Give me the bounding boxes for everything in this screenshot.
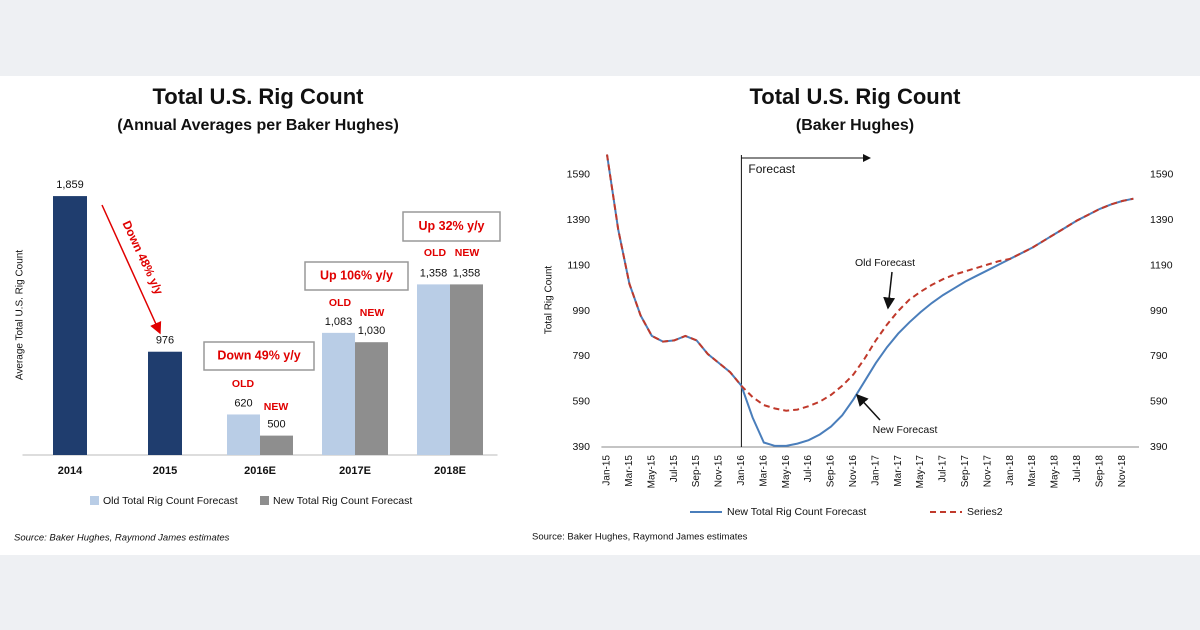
legend-label: Old Total Rig Count Forecast — [103, 495, 238, 507]
bar — [260, 435, 293, 455]
y-tick-label: 390 — [572, 441, 590, 453]
x-tick-label: Nov-15 — [714, 455, 725, 488]
old-label: OLD — [329, 297, 352, 309]
value-label: 1,859 — [56, 179, 84, 191]
x-tick-label: Mar-17 — [893, 455, 904, 487]
value-label: 620 — [234, 397, 252, 409]
annotation: Up 32% y/y — [418, 219, 484, 233]
x-tick-label: 2016E — [244, 465, 276, 477]
legend-swatch — [90, 496, 99, 505]
value-label: 500 — [267, 419, 285, 431]
x-tick-label: May-18 — [1050, 455, 1061, 489]
annotation: Up 106% y/y — [320, 268, 393, 282]
x-tick-label: Jul-15 — [669, 455, 680, 483]
x-tick-label: May-17 — [915, 455, 926, 489]
chart-title: Total U.S. Rig Count — [749, 84, 961, 109]
new-label: NEW — [360, 307, 385, 319]
x-tick-label: 2015 — [153, 465, 177, 477]
annotation: Down 49% y/y — [217, 348, 300, 362]
x-tick-label: Nov-17 — [982, 455, 993, 488]
new-label: NEW — [455, 247, 480, 259]
bar — [355, 342, 388, 455]
y2-tick-label: 1390 — [1150, 214, 1174, 226]
source: Source: Baker Hughes, Raymond James esti… — [14, 533, 230, 544]
y-tick-label: 1190 — [567, 259, 590, 271]
bar — [148, 351, 182, 455]
y2-tick-label: 790 — [1150, 350, 1168, 362]
x-tick-label: Sep-15 — [691, 455, 702, 488]
value-label: 1,030 — [358, 325, 386, 337]
y-tick-label: 1590 — [567, 169, 591, 181]
y-tick-label: 1390 — [567, 214, 591, 226]
x-tick-label: May-15 — [646, 455, 657, 489]
x-tick-label: Jan-17 — [870, 455, 881, 486]
annotation-arrow — [883, 271, 896, 310]
old-label: OLD — [232, 378, 255, 390]
x-tick-label: 2018E — [434, 465, 466, 477]
x-tick-label: Sep-18 — [1094, 455, 1105, 488]
legend-label: Series2 — [967, 506, 1003, 518]
x-tick-label: Mar-15 — [624, 455, 635, 487]
chart-subtitle: (Annual Averages per Baker Hughes) — [117, 117, 399, 134]
annotation: Forecast — [748, 162, 795, 176]
bottom-band — [0, 555, 1200, 630]
y2-tick-label: 590 — [1150, 395, 1168, 407]
x-tick-label: Nov-18 — [1117, 455, 1128, 488]
chart-subtitle: (Baker Hughes) — [796, 117, 914, 134]
annotation-box — [203, 341, 315, 371]
source: Source: Baker Hughes, Raymond James esti… — [532, 532, 748, 543]
x-tick-label: May-16 — [781, 455, 792, 489]
y-tick-label: 590 — [572, 395, 590, 407]
y-tick-label: 790 — [572, 350, 590, 362]
value-label: 976 — [156, 335, 174, 347]
annotation-arrow — [101, 204, 162, 335]
bar — [227, 414, 260, 455]
x-tick-label: Mar-18 — [1027, 455, 1038, 487]
annotation: New Forecast — [873, 424, 938, 436]
y-axis-label: Total Rig Count — [544, 266, 555, 335]
series-line — [606, 154, 1134, 447]
x-tick-label: Sep-16 — [826, 455, 837, 488]
x-tick-label: Jan-18 — [1005, 455, 1016, 486]
value-label: 1,083 — [325, 316, 353, 328]
y-axis-label: Average Total U.S. Rig Count — [15, 250, 26, 380]
x-tick-label: Jan-16 — [736, 455, 747, 486]
y2-tick-label: 990 — [1150, 305, 1168, 317]
x-tick-label: Jul-17 — [938, 455, 949, 483]
legend-label: New Total Rig Count Forecast — [727, 506, 866, 518]
x-tick-label: Jul-16 — [803, 455, 814, 483]
x-tick-label: Mar-16 — [758, 455, 769, 487]
new-label: NEW — [264, 401, 289, 413]
bar — [322, 332, 355, 455]
bar — [417, 284, 450, 455]
x-tick-label: 2017E — [339, 465, 371, 477]
y2-tick-label: 1590 — [1150, 169, 1174, 181]
legend-label: New Total Rig Count Forecast — [273, 495, 412, 507]
chart-title: Total U.S. Rig Count — [152, 84, 364, 109]
x-tick-label: Nov-16 — [848, 455, 859, 488]
y2-tick-label: 390 — [1150, 441, 1168, 453]
series-line — [606, 154, 1134, 412]
x-tick-label: 2014 — [58, 465, 83, 477]
annotation: Old Forecast — [855, 257, 915, 269]
x-tick-label: Jul-18 — [1072, 455, 1083, 483]
value-label: 1,358 — [453, 267, 481, 279]
x-tick-label: Sep-17 — [960, 455, 971, 488]
x-tick-label: Jan-15 — [602, 455, 613, 486]
bar — [53, 196, 87, 455]
top-band — [0, 0, 1200, 76]
annotation-box — [304, 261, 409, 291]
y2-tick-label: 1190 — [1150, 259, 1173, 271]
value-label: 1,358 — [420, 267, 448, 279]
y-tick-label: 990 — [572, 305, 590, 317]
legend-swatch — [260, 496, 269, 505]
bar — [450, 284, 483, 455]
annotation-arrow — [855, 393, 881, 421]
annotation-box — [402, 211, 501, 242]
old-label: OLD — [424, 247, 447, 259]
